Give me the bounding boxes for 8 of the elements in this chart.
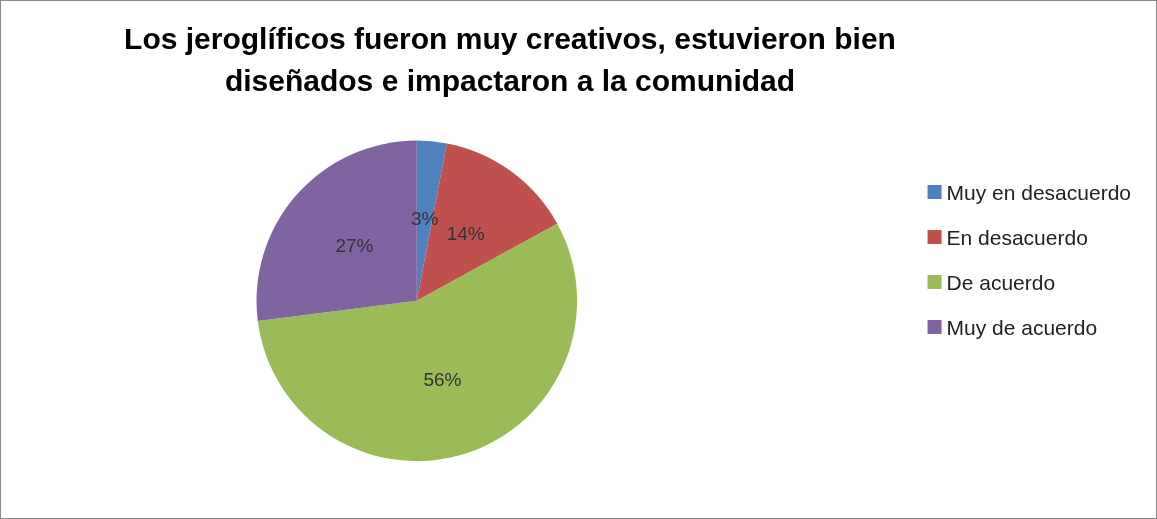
data-label: 27% <box>335 235 374 257</box>
data-label: 56% <box>423 369 462 391</box>
data-label: 14% <box>446 223 485 245</box>
legend-label: De acuerdo <box>946 270 1056 294</box>
chart-title: Los jeroglíficos fueron muy creativos, estuvieron bien diseñados e impactaron a la comunidad <box>123 21 897 99</box>
legend-label: En desacuerdo <box>946 225 1088 249</box>
legend-label: Muy de acuerdo <box>946 315 1098 339</box>
legend-label: Muy en desacuerdo <box>946 180 1132 204</box>
